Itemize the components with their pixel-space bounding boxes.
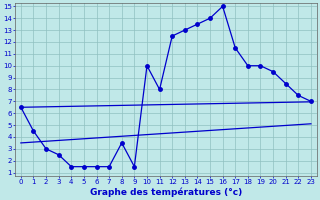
X-axis label: Graphe des températures (°c): Graphe des températures (°c) — [90, 188, 242, 197]
